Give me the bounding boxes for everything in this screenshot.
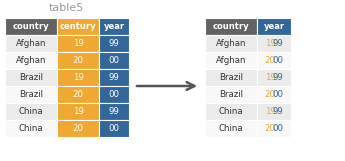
Bar bbox=[99, 69, 129, 86]
Text: 20: 20 bbox=[265, 90, 276, 99]
Text: China: China bbox=[19, 107, 43, 116]
Text: Brazil: Brazil bbox=[19, 90, 43, 99]
Bar bbox=[205, 86, 257, 103]
Bar bbox=[257, 18, 291, 35]
Bar bbox=[205, 103, 257, 120]
Bar bbox=[5, 120, 57, 137]
Bar bbox=[99, 52, 129, 69]
Text: 20: 20 bbox=[265, 124, 276, 133]
Text: 20: 20 bbox=[72, 56, 83, 65]
Bar bbox=[257, 52, 291, 69]
Bar bbox=[99, 86, 129, 103]
Bar bbox=[5, 103, 57, 120]
Text: country: country bbox=[213, 22, 249, 31]
Text: Brazil: Brazil bbox=[219, 73, 243, 82]
Text: 00: 00 bbox=[272, 124, 283, 133]
Text: table5: table5 bbox=[49, 3, 84, 13]
Bar bbox=[57, 52, 99, 69]
Bar bbox=[5, 35, 57, 52]
Text: 20: 20 bbox=[72, 124, 83, 133]
Bar bbox=[99, 120, 129, 137]
Bar bbox=[257, 86, 291, 103]
Text: 99: 99 bbox=[273, 39, 283, 48]
Bar bbox=[57, 86, 99, 103]
Bar bbox=[57, 18, 99, 35]
Bar bbox=[5, 52, 57, 69]
Bar bbox=[99, 103, 129, 120]
Bar bbox=[5, 18, 57, 35]
Text: China: China bbox=[19, 124, 43, 133]
Text: 00: 00 bbox=[108, 56, 119, 65]
Bar bbox=[205, 18, 257, 35]
Bar bbox=[257, 120, 291, 137]
Text: 19: 19 bbox=[72, 39, 83, 48]
Bar bbox=[57, 120, 99, 137]
Text: 20: 20 bbox=[265, 56, 276, 65]
Text: century: century bbox=[60, 22, 96, 31]
Text: 99: 99 bbox=[109, 107, 119, 116]
Bar bbox=[257, 35, 291, 52]
Text: Afghan: Afghan bbox=[16, 39, 46, 48]
Bar bbox=[57, 69, 99, 86]
Text: year: year bbox=[104, 22, 125, 31]
Bar bbox=[5, 86, 57, 103]
Bar bbox=[5, 69, 57, 86]
Bar bbox=[257, 103, 291, 120]
Text: 19: 19 bbox=[72, 107, 83, 116]
Text: Afghan: Afghan bbox=[16, 56, 46, 65]
Text: China: China bbox=[219, 107, 243, 116]
Text: 99: 99 bbox=[273, 73, 283, 82]
Text: 00: 00 bbox=[108, 90, 119, 99]
Text: 19: 19 bbox=[265, 73, 276, 82]
Bar bbox=[57, 35, 99, 52]
Bar bbox=[257, 69, 291, 86]
Bar bbox=[99, 35, 129, 52]
Text: Afghan: Afghan bbox=[216, 39, 246, 48]
Text: 19: 19 bbox=[72, 73, 83, 82]
Text: 19: 19 bbox=[265, 39, 276, 48]
Text: 20: 20 bbox=[72, 90, 83, 99]
Text: 00: 00 bbox=[272, 90, 283, 99]
Text: Brazil: Brazil bbox=[19, 73, 43, 82]
Text: 99: 99 bbox=[109, 73, 119, 82]
Text: 00: 00 bbox=[108, 124, 119, 133]
Bar bbox=[205, 35, 257, 52]
Text: 00: 00 bbox=[272, 56, 283, 65]
Text: 99: 99 bbox=[273, 107, 283, 116]
Text: Afghan: Afghan bbox=[216, 56, 246, 65]
Bar bbox=[99, 18, 129, 35]
Text: 99: 99 bbox=[109, 39, 119, 48]
Bar bbox=[57, 103, 99, 120]
Bar bbox=[205, 120, 257, 137]
Text: Brazil: Brazil bbox=[219, 90, 243, 99]
Text: country: country bbox=[13, 22, 49, 31]
Text: China: China bbox=[219, 124, 243, 133]
Bar bbox=[205, 52, 257, 69]
Bar bbox=[205, 69, 257, 86]
Text: 19: 19 bbox=[265, 107, 276, 116]
Text: year: year bbox=[264, 22, 285, 31]
